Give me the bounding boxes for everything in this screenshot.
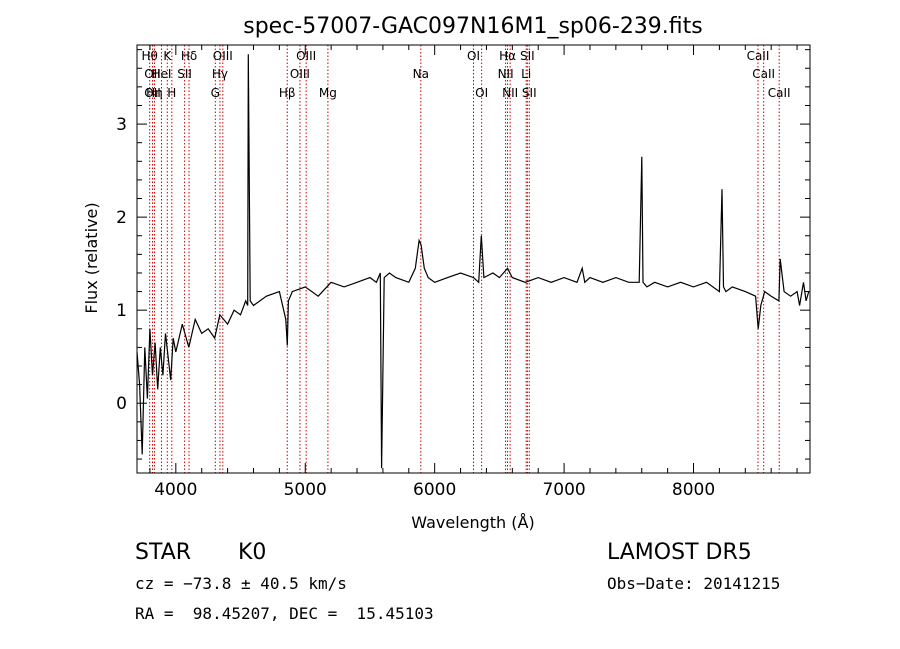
line-marker-label: NII <box>502 86 518 100</box>
line-marker-label: G <box>211 86 220 100</box>
y-axis: 0 1 2 3 <box>116 49 810 460</box>
line-marker-label: OI <box>475 86 488 100</box>
line-marker-label: SII <box>177 67 192 81</box>
line-marker-label: OII <box>144 67 161 81</box>
line-marker-label: Mg <box>319 86 337 100</box>
x-tick-label: 4000 <box>154 480 197 500</box>
x-tick-label: 6000 <box>413 480 456 500</box>
line-marker-label: K <box>163 49 172 63</box>
chart-title: spec-57007-GAC097N16M1_sp06-239.fits <box>243 14 703 39</box>
redshift-velocity: cz = −73.8 ± 40.5 km/s <box>135 574 347 593</box>
y-tick-label: 1 <box>116 301 127 321</box>
x-tick-label: 8000 <box>672 480 715 500</box>
line-marker-label: HeI <box>151 67 171 81</box>
line-marker-label: H <box>167 86 176 100</box>
y-tick-label: 3 <box>116 115 127 135</box>
survey-name: LAMOST DR5 <box>607 540 752 565</box>
line-marker-label: SII <box>522 86 537 100</box>
spectrum-series <box>136 54 810 469</box>
plot-frame <box>136 44 811 474</box>
line-marker-label: CaII <box>752 67 775 81</box>
y-tick-label: 2 <box>116 208 127 228</box>
x-axis: 4000 5000 6000 7000 8000 <box>149 45 798 500</box>
line-marker-label: Na <box>413 67 429 81</box>
line-marker-label: Hα <box>499 49 516 63</box>
line-marker-label: OII <box>144 86 161 100</box>
line-marker-label: Hδ <box>181 49 197 63</box>
line-marker-label: CaII <box>747 49 770 63</box>
line-marker-label: OIII <box>296 49 316 63</box>
y-tick-label: 0 <box>116 394 127 414</box>
y-axis-label: Flux (relative) <box>82 202 101 313</box>
x-tick-label: 7000 <box>542 480 585 500</box>
line-marker-label: Hγ <box>212 67 228 81</box>
line-marker-label: OI <box>467 49 480 63</box>
line-marker-label: Hβ <box>279 86 296 100</box>
line-marker-label: Li <box>521 67 531 81</box>
line-marker-label: OIII <box>213 49 233 63</box>
coordinates: RA = 98.45207, DEC = 15.45103 <box>135 604 434 623</box>
x-tick-label: 5000 <box>284 480 327 500</box>
emission-line-markers <box>149 45 780 473</box>
line-marker-label: Hθ <box>141 49 157 63</box>
line-marker-label: NII <box>498 67 514 81</box>
spectrum-line <box>136 54 810 469</box>
line-marker-label: CaII <box>768 86 791 100</box>
x-axis-label: Wavelength (Å) <box>411 513 534 532</box>
line-marker-label: Hη <box>146 86 163 100</box>
observation-date: Obs−Date: 20141215 <box>607 574 781 593</box>
object-subclass: K0 <box>238 540 267 565</box>
line-marker-label: OIII <box>290 67 310 81</box>
line-marker-label: SII <box>520 49 535 63</box>
object-class: STAR <box>135 540 192 565</box>
